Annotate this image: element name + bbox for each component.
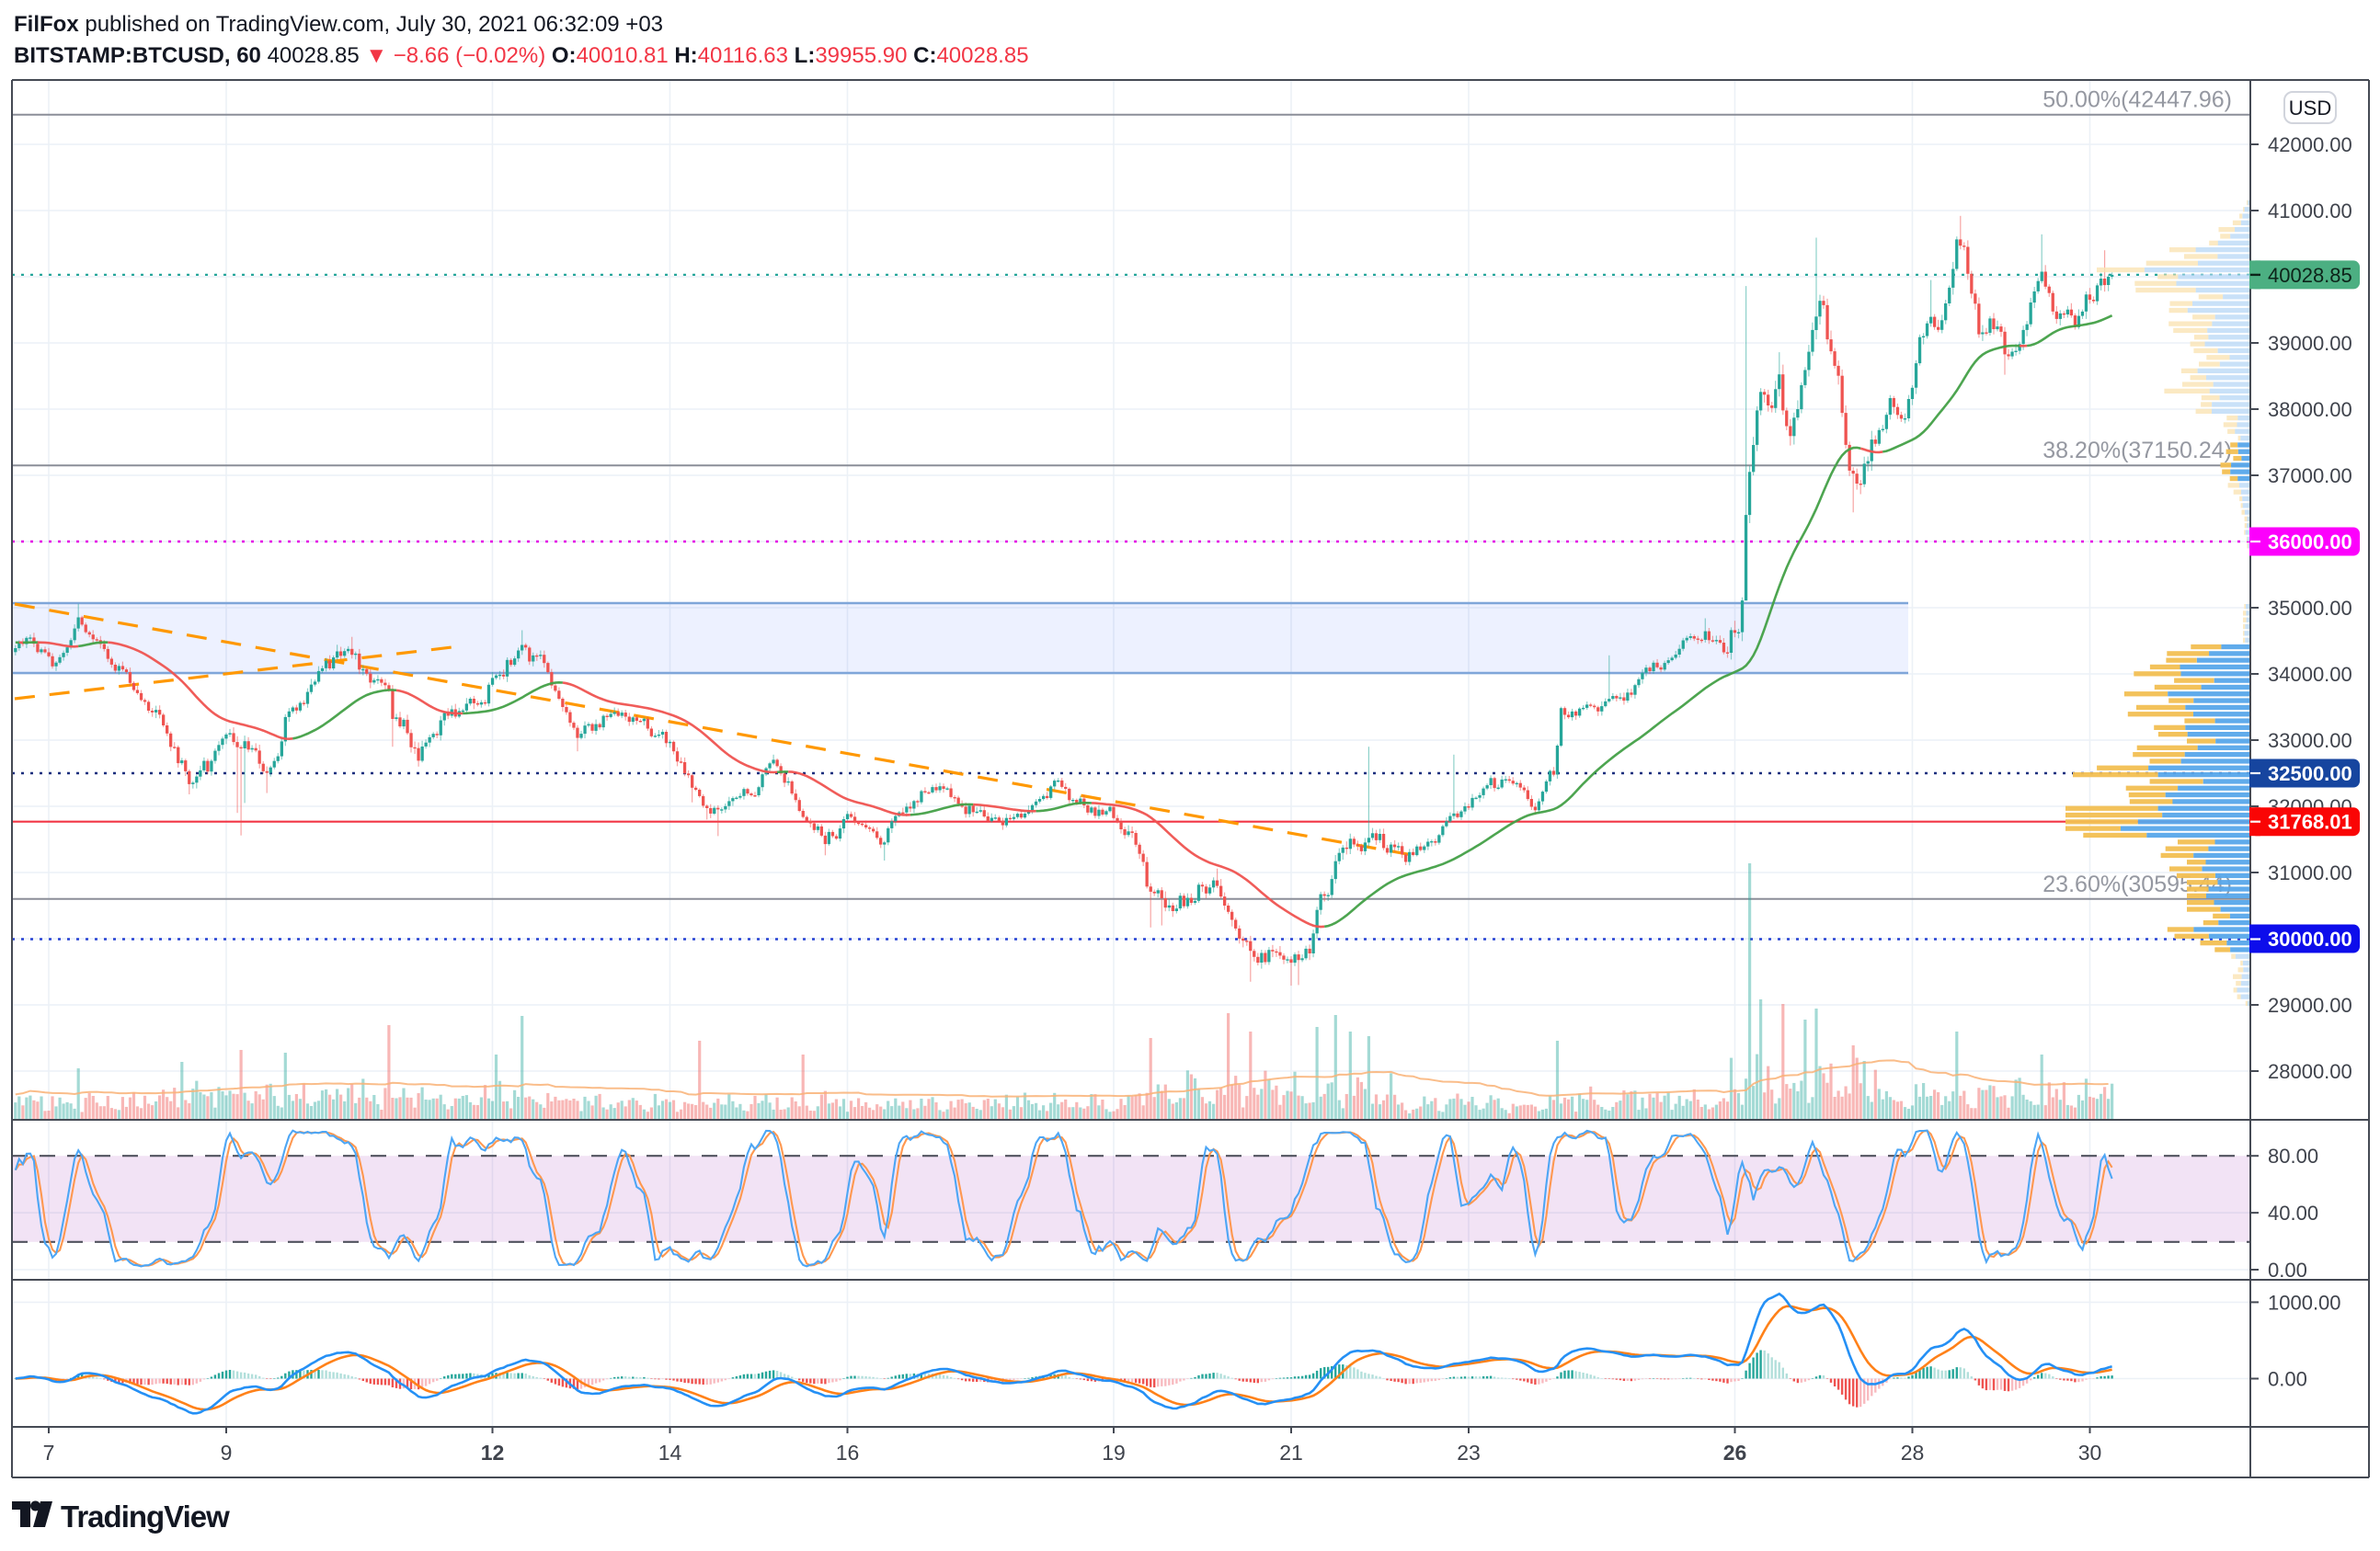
svg-text:31768.01: 31768.01 xyxy=(2268,811,2352,834)
svg-text:7: 7 xyxy=(43,1441,55,1465)
svg-text:9: 9 xyxy=(221,1441,233,1465)
svg-text:FilFox published on TradingVie: FilFox published on TradingView.com, Jul… xyxy=(14,12,663,37)
svg-text:19: 19 xyxy=(1102,1441,1126,1465)
svg-text:40.00: 40.00 xyxy=(2268,1202,2318,1225)
svg-text:12: 12 xyxy=(481,1441,505,1465)
svg-text:34000.00: 34000.00 xyxy=(2268,663,2352,686)
svg-text:32500.00: 32500.00 xyxy=(2268,762,2352,785)
svg-text:BITSTAMP:BTCUSD, 60 40028.85: BITSTAMP:BTCUSD, 60 40028.85 ▼ −8.66 (−0… xyxy=(14,43,1029,68)
svg-text:80.00: 80.00 xyxy=(2268,1145,2318,1168)
svg-text:50.00%(42447.96): 50.00%(42447.96) xyxy=(2042,87,2232,113)
svg-text:0.00: 0.00 xyxy=(2268,1259,2307,1282)
svg-text:30: 30 xyxy=(2078,1441,2102,1465)
svg-text:1000.00: 1000.00 xyxy=(2268,1291,2341,1314)
svg-text:38.20%(37150.24): 38.20%(37150.24) xyxy=(2042,438,2232,463)
svg-text:28000.00: 28000.00 xyxy=(2268,1060,2352,1083)
svg-text:21: 21 xyxy=(1279,1441,1303,1465)
svg-text:39000.00: 39000.00 xyxy=(2268,332,2352,355)
svg-text:16: 16 xyxy=(836,1441,860,1465)
svg-text:0.00: 0.00 xyxy=(2268,1368,2307,1391)
svg-text:30000.00: 30000.00 xyxy=(2268,928,2352,951)
svg-text:14: 14 xyxy=(658,1441,682,1465)
svg-text:40028.85: 40028.85 xyxy=(2268,264,2352,287)
svg-text:USD: USD xyxy=(2289,97,2331,120)
svg-text:35000.00: 35000.00 xyxy=(2268,597,2352,620)
svg-text:TradingView: TradingView xyxy=(61,1500,230,1534)
svg-text:33000.00: 33000.00 xyxy=(2268,729,2352,752)
svg-text:37000.00: 37000.00 xyxy=(2268,464,2352,487)
svg-text:41000.00: 41000.00 xyxy=(2268,200,2352,222)
svg-text:23: 23 xyxy=(1457,1441,1481,1465)
svg-text:31000.00: 31000.00 xyxy=(2268,861,2352,884)
svg-text:28: 28 xyxy=(1901,1441,1925,1465)
svg-text:42000.00: 42000.00 xyxy=(2268,133,2352,156)
svg-text:36000.00: 36000.00 xyxy=(2268,530,2352,553)
svg-text:38000.00: 38000.00 xyxy=(2268,398,2352,421)
svg-text:26: 26 xyxy=(1723,1441,1747,1465)
svg-text:29000.00: 29000.00 xyxy=(2268,994,2352,1017)
